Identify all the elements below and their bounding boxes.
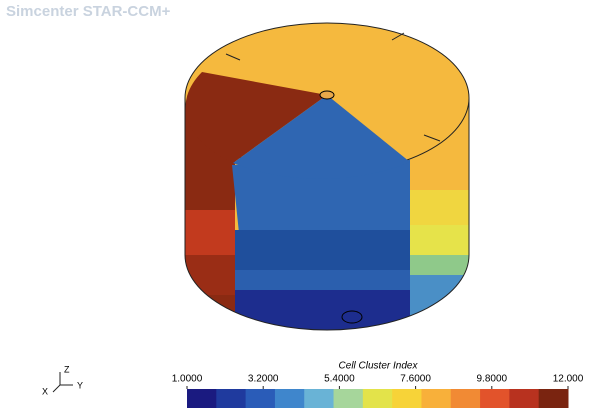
colorbar-segment [392, 389, 422, 408]
colorbar-segment [362, 389, 393, 408]
colorbar-segment [304, 389, 335, 408]
axis-label: Y [77, 380, 83, 390]
colorbar-tick-label: 5.4000 [324, 374, 355, 385]
colorbar-tick-label: 12.000 [553, 374, 584, 385]
colorbar-tick-label: 1.0000 [172, 374, 203, 385]
colorbar-segment [450, 389, 481, 408]
triad: Z Y X [42, 364, 83, 396]
colorbar-segment [274, 389, 305, 408]
colorbar-segment [333, 389, 364, 408]
axis-label: X [42, 386, 48, 396]
axis-label: Z [64, 364, 70, 374]
app-title: Simcenter STAR-CCM+ [6, 3, 171, 20]
colorbar-segment [245, 389, 276, 408]
colorbar-segment [187, 389, 217, 408]
colorbar-title: Cell Cluster Index [339, 361, 419, 372]
colorbar-segment [216, 389, 247, 408]
colorbar-tick-label: 3.2000 [248, 374, 279, 385]
colorbar-segment [509, 389, 540, 408]
colorbar-segment [538, 389, 569, 408]
colorbar-segment [421, 389, 452, 408]
colorbar-tick-label: 9.8000 [477, 374, 508, 385]
colorbar-segment [480, 389, 510, 408]
colorbar-tick-label: 7.6000 [400, 374, 431, 385]
